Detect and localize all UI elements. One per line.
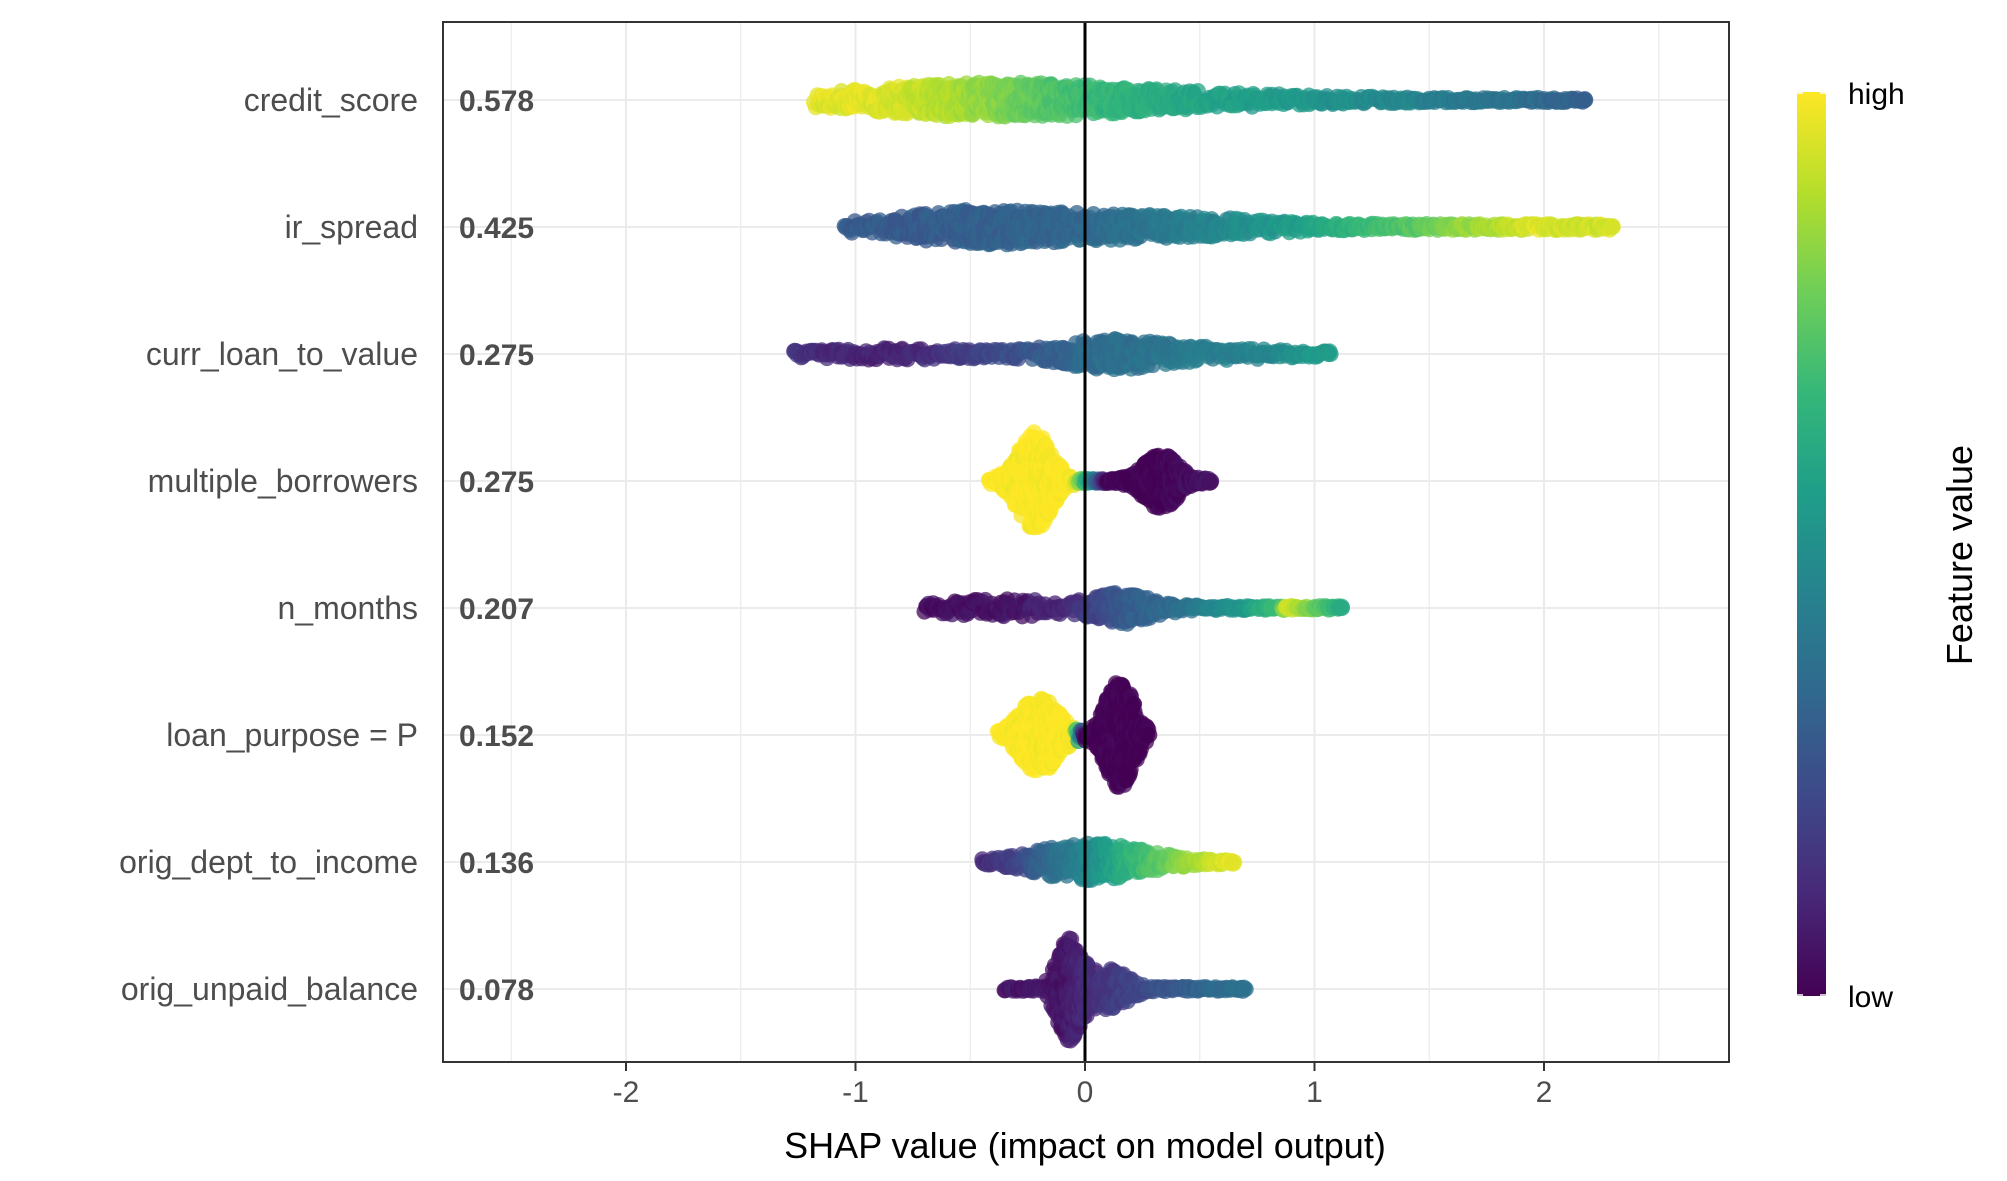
feature-label: ir_spread [285,209,418,245]
colorbar-high-label: high [1848,78,1905,111]
shap-point [1223,854,1240,870]
importance-label: 0.136 [459,847,534,880]
x-tick-label: -1 [842,1076,869,1109]
feature-label: orig_unpaid_balance [121,971,418,1007]
x-axis-ticks: -2 -1 0 1 2 [613,1062,1553,1109]
shap-point [1200,473,1217,489]
x-axis-title: SHAP value (impact on model output) [784,1125,1386,1166]
colorbar-low-label: low [1848,981,1893,1014]
x-tick-label: 0 [1077,1076,1094,1109]
colorbar-title: Feature value [1939,445,1980,665]
shap-point [1139,727,1155,743]
feature-label: n_months [277,590,418,626]
points-layer [786,74,1621,1049]
feature-label: orig_dept_to_income [119,844,418,880]
colorbar: high low Feature value [1797,78,1980,1014]
feature-label: loan_purpose = P [166,717,418,753]
feature-label: credit_score [244,82,418,118]
importance-label: 0.275 [459,339,534,372]
x-tick-label: -2 [613,1076,640,1109]
shap-point [1320,346,1337,362]
importance-labels: 0.578 0.425 0.275 0.275 0.207 0.152 0.136 0.078 [459,85,534,1007]
shap-point [1602,219,1619,235]
feature-labels: credit_score ir_spread curr_loan_to_valuem… [119,82,418,1007]
feature-label: multiple_borrowers [148,463,418,499]
feature-label: curr_loan_to_value [146,336,418,372]
shap-point [1331,600,1348,616]
x-tick-label: 2 [1536,1076,1553,1109]
importance-label: 0.578 [459,85,534,118]
importance-label: 0.152 [459,720,534,753]
x-tick-label: 1 [1306,1076,1323,1109]
importance-label: 0.275 [459,466,534,499]
shap-point [1575,92,1591,108]
shap-point [1235,981,1252,997]
importance-label: 0.425 [459,212,534,245]
importance-label: 0.078 [459,974,534,1007]
importance-label: 0.207 [459,593,534,626]
colorbar-gradient [1797,92,1826,996]
